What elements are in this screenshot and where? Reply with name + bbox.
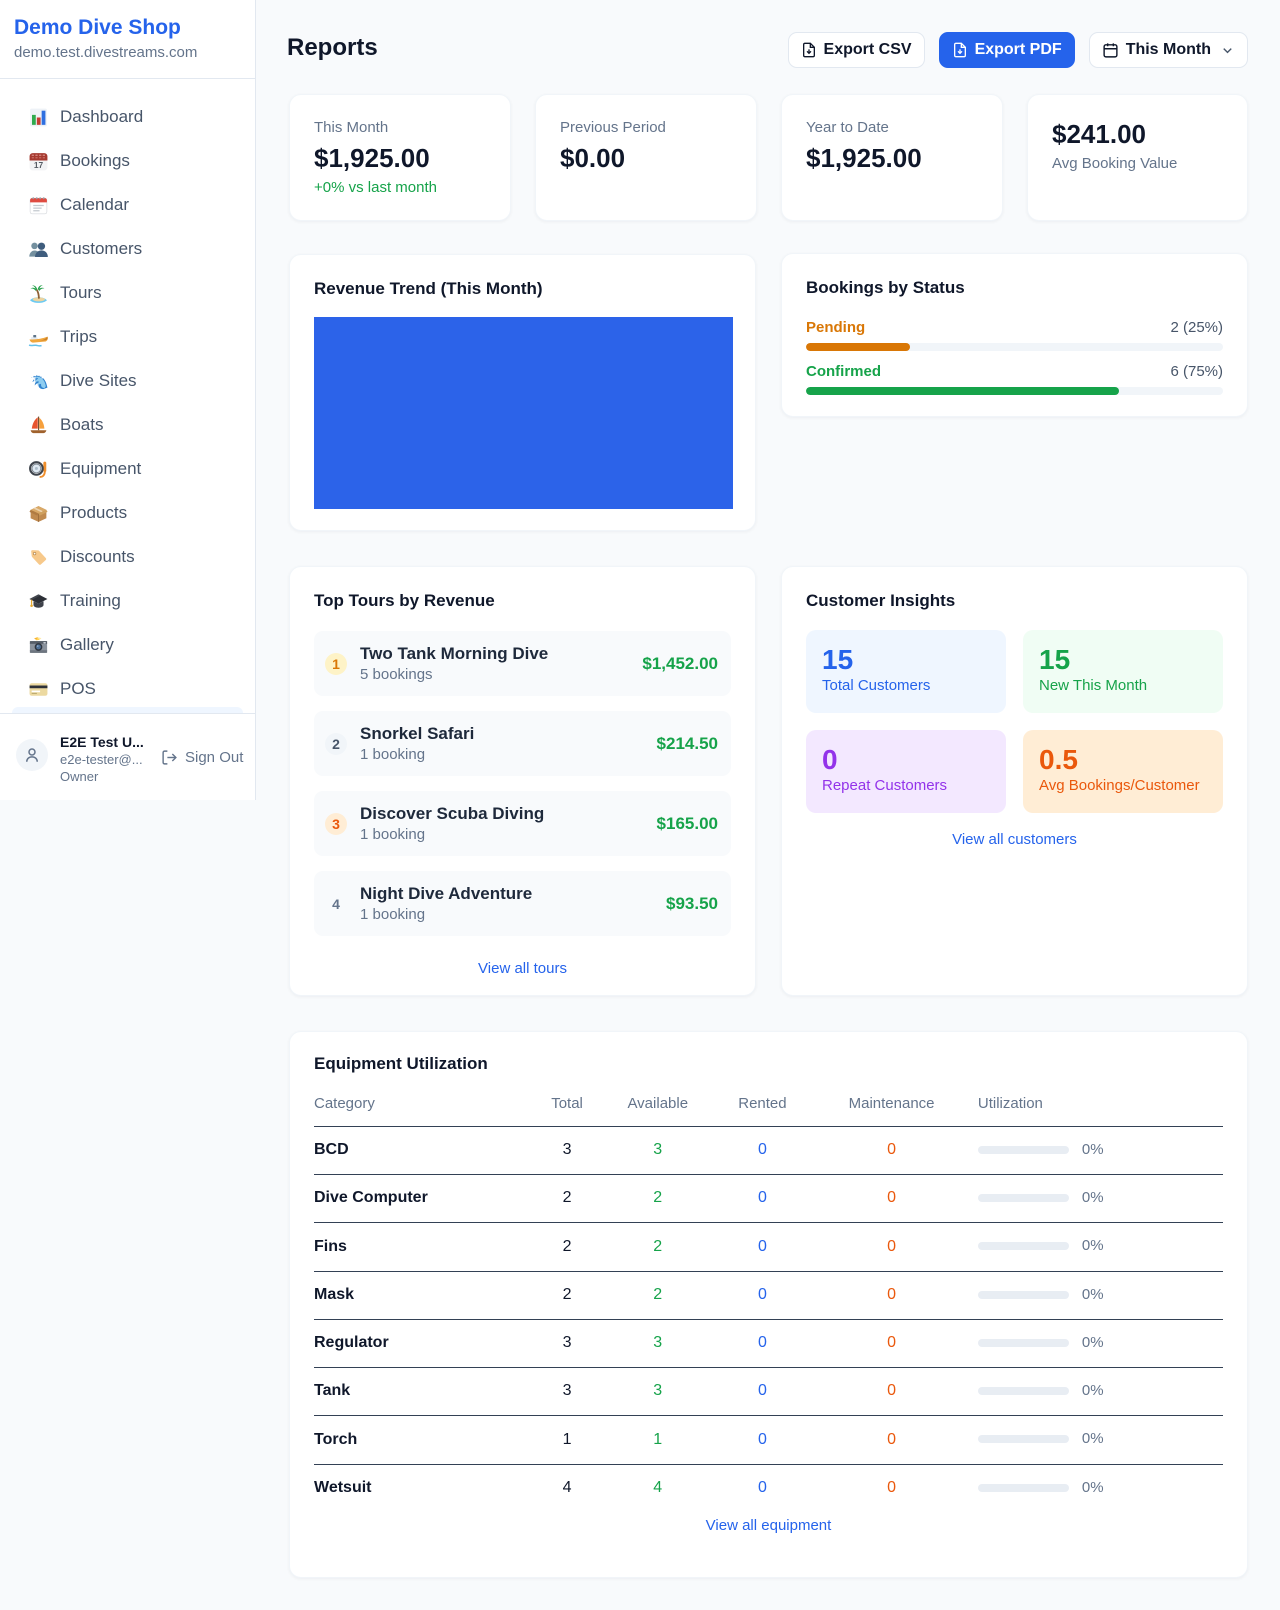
svg-text:17: 17 bbox=[34, 160, 44, 170]
